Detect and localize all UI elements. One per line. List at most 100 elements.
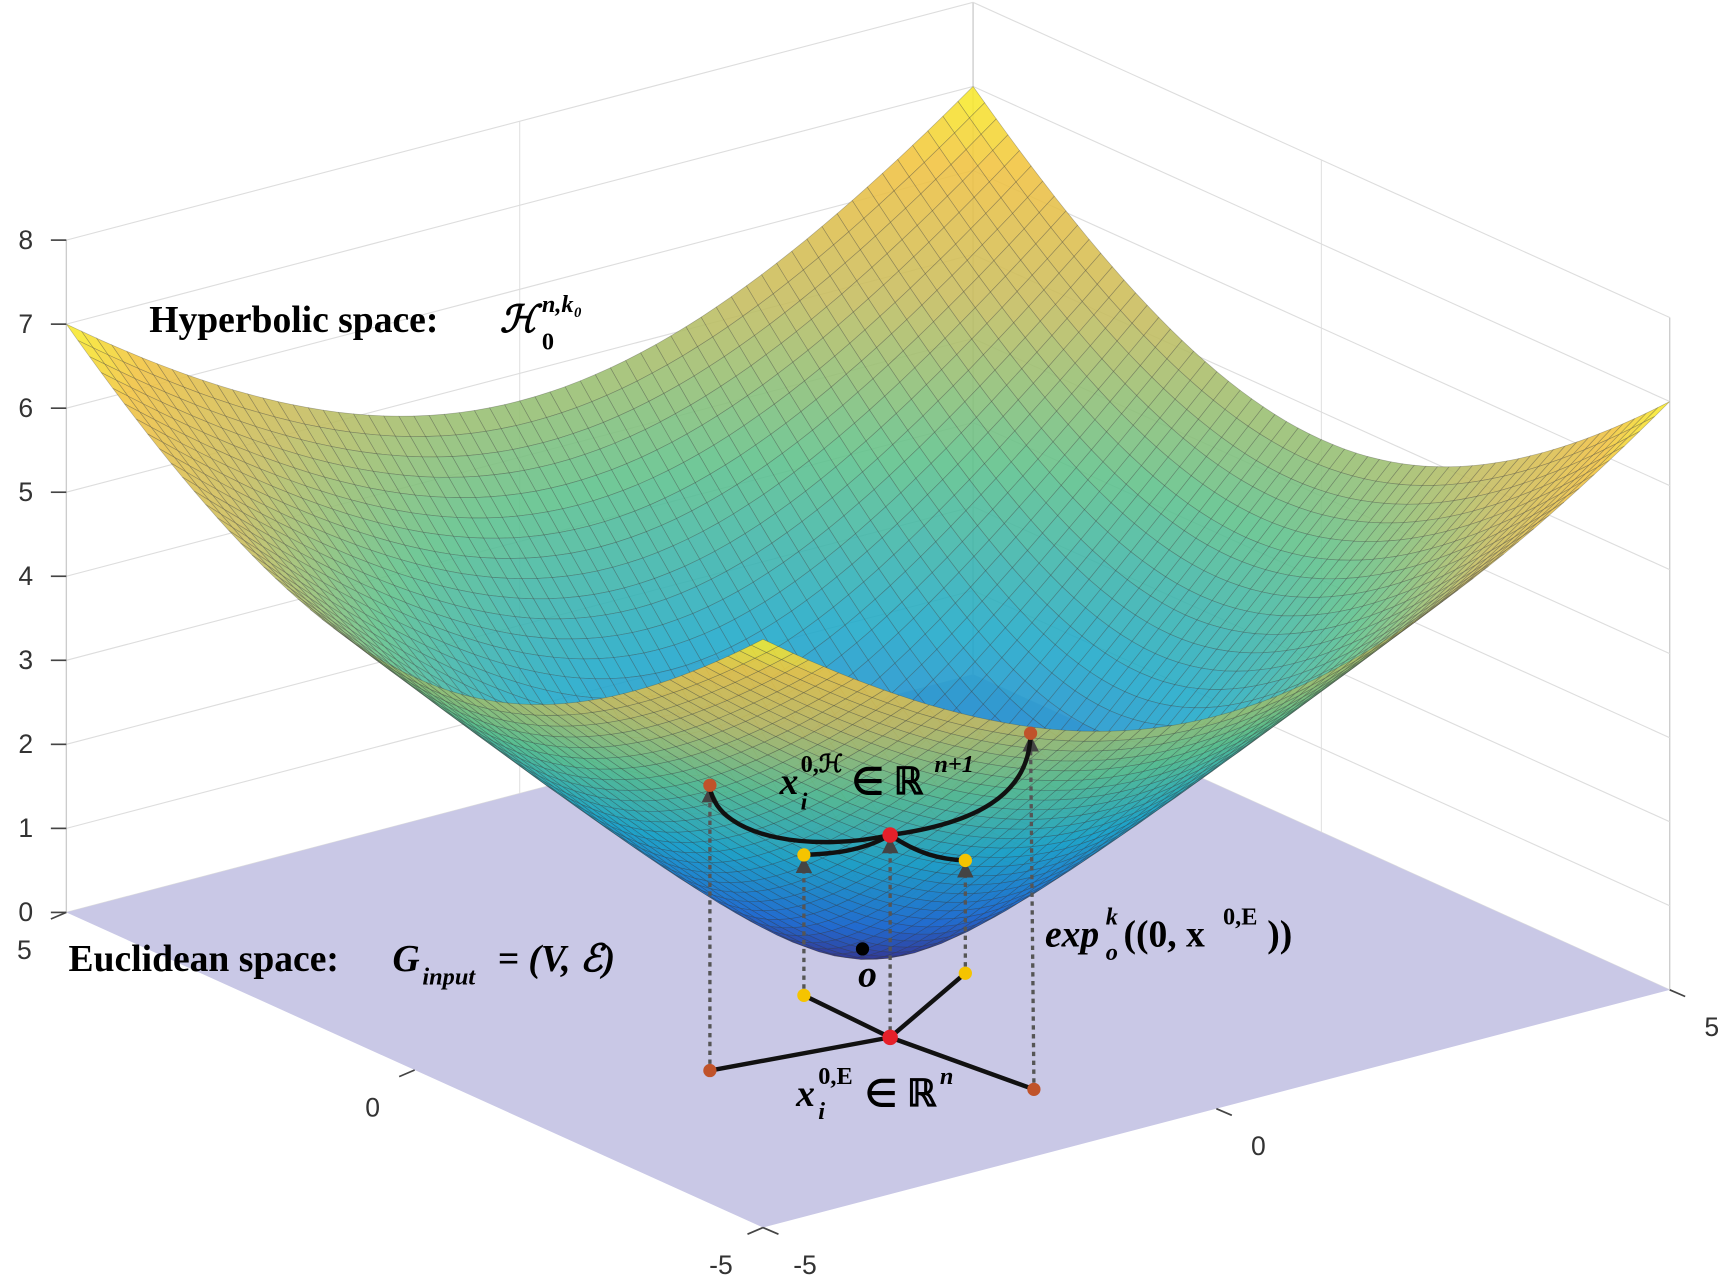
exp-rest: ((0, x <box>1123 915 1205 956</box>
surface-patch <box>857 926 887 937</box>
hyperbolic-surface <box>65 85 1670 960</box>
surface-patch <box>784 300 812 333</box>
surface-patch <box>1048 348 1076 381</box>
surface-patch <box>595 815 623 832</box>
surface-patch <box>1240 725 1268 745</box>
surface-patch <box>954 117 982 151</box>
surface-patch <box>1129 808 1157 828</box>
surface-patch <box>1321 495 1350 518</box>
surface-patch <box>147 433 175 458</box>
surface-patch <box>1320 669 1348 690</box>
surface-patch <box>263 456 292 482</box>
surface-patch <box>1132 808 1160 828</box>
exp-sup: k <box>1106 904 1118 931</box>
surface-patch <box>404 601 434 627</box>
surface-patch <box>1347 650 1375 671</box>
surface-patch <box>983 899 1012 914</box>
surface-patch <box>1067 852 1095 871</box>
surface-patch <box>65 323 95 349</box>
surface-patch <box>841 642 869 674</box>
surface-patch <box>1308 625 1338 647</box>
surface-patch <box>1368 627 1396 649</box>
surface-patch <box>1138 778 1166 795</box>
surface-patch <box>1333 497 1362 521</box>
hyper-point-sub: i <box>801 789 808 816</box>
surface-patch <box>290 588 318 611</box>
surface-patch <box>1061 568 1090 599</box>
surface-patch <box>1153 772 1181 790</box>
y-tick <box>1216 1107 1233 1117</box>
exp-rest-sup: 0,E <box>1223 904 1257 931</box>
z-tick-label: 2 <box>18 729 33 759</box>
surface-patch <box>808 448 837 480</box>
surface-patch <box>485 428 514 453</box>
surface-patch <box>1375 461 1404 484</box>
surface-patch <box>570 549 598 575</box>
surface-patch <box>1194 762 1222 783</box>
surface-patch <box>610 826 639 843</box>
surface-patch <box>1341 520 1370 542</box>
surface-patch <box>851 186 880 219</box>
hyper-point-rest: ∈ ℝ <box>851 762 924 803</box>
surface-patch <box>777 918 807 929</box>
surface-patch <box>1253 546 1282 571</box>
surface-patch <box>1217 744 1245 764</box>
surface-patch <box>1115 798 1143 815</box>
surface-patch <box>92 346 121 372</box>
surface-patch <box>629 429 658 458</box>
surface-patch <box>673 639 702 666</box>
euclid-point-symbol: x <box>795 1074 815 1115</box>
surface-patch <box>488 658 517 683</box>
surface-patch <box>716 900 744 915</box>
surface-patch <box>671 869 699 886</box>
surface-patch <box>982 686 1011 717</box>
surface-patch <box>251 554 280 578</box>
surface-patch <box>1251 722 1279 743</box>
surface-patch <box>1401 611 1429 632</box>
surface-patch <box>968 463 997 496</box>
surface-patch <box>1422 515 1452 537</box>
surface-patch <box>1194 428 1223 458</box>
hyper-point-symbol: x <box>779 762 799 803</box>
surface-patch <box>619 823 647 839</box>
surface-patch <box>403 544 432 569</box>
surface-patch <box>1417 574 1445 597</box>
y-tick-label: -5 <box>793 1250 817 1280</box>
x-tick-label: 0 <box>365 1092 380 1122</box>
surface-patch <box>728 904 756 918</box>
surface-patch <box>1087 834 1115 852</box>
surface-patch <box>1310 657 1338 680</box>
z-grid-line <box>66 1 1670 319</box>
surface-patch <box>719 618 747 648</box>
surface-patch <box>1003 506 1032 538</box>
y-tick-label: 0 <box>1251 1131 1266 1161</box>
surface-patch <box>926 918 956 928</box>
surface-patch <box>222 474 251 499</box>
surface-patch <box>887 932 917 942</box>
surface-patch <box>672 538 701 567</box>
euclidean-sub: input <box>422 963 476 990</box>
surface-patch <box>118 370 148 396</box>
surface-patch <box>851 550 880 583</box>
exp-sub: o <box>1106 939 1118 966</box>
surface-patch <box>1537 502 1565 524</box>
surface-patch <box>725 871 754 883</box>
surface-patch <box>1212 380 1241 410</box>
surface-patch <box>172 417 201 443</box>
euclidean-rest: = (V, ℰ) <box>498 939 616 980</box>
surface-patch <box>334 429 363 453</box>
z-tick-label: 0 <box>18 897 33 927</box>
surface-patch <box>309 609 338 631</box>
surface-patch <box>892 940 920 948</box>
surface-patch <box>1355 610 1384 633</box>
euclidean-symbol: G <box>393 939 420 980</box>
surface-patch <box>574 616 603 639</box>
surface-patch <box>534 391 562 418</box>
surface-patch <box>413 415 442 437</box>
surface-patch <box>269 535 297 560</box>
surface-patch <box>552 656 581 679</box>
surface-patch <box>239 420 269 446</box>
surface-patch <box>946 541 975 574</box>
surface-patch <box>1266 662 1296 684</box>
surface-patch <box>692 606 720 635</box>
